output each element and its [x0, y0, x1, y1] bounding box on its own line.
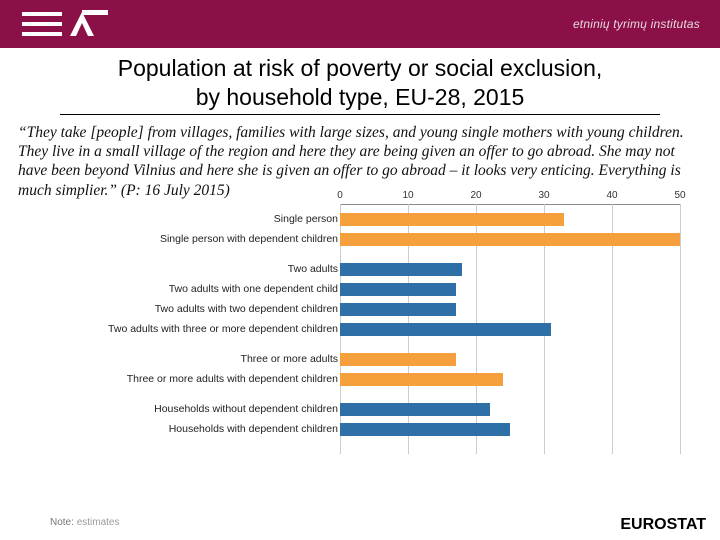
bar — [340, 283, 456, 296]
row-label: Households with dependent children — [58, 423, 338, 435]
bar — [340, 213, 564, 226]
row-label: Single person — [58, 213, 338, 225]
bar — [340, 423, 510, 436]
logo — [20, 8, 110, 40]
row-label: Households without dependent children — [58, 403, 338, 415]
bar — [340, 353, 456, 366]
note-text: estimates — [77, 517, 120, 528]
row-label: Single person with dependent children — [58, 233, 338, 245]
chart-row: Households without dependent children — [50, 400, 690, 418]
row-label: Two adults with three or more dependent … — [58, 323, 338, 335]
chart-row: Two adults — [50, 260, 690, 278]
x-tick-label: 20 — [466, 190, 486, 201]
x-tick-label: 30 — [534, 190, 554, 201]
row-label: Three or more adults — [58, 353, 338, 365]
row-label: Two adults with two dependent children — [58, 303, 338, 315]
bar-chart: 01020304050 Single personSingle person w… — [50, 204, 690, 474]
header-org-text: etninių tyrimų institutas — [573, 17, 700, 31]
chart-row: Two adults with three or more dependent … — [50, 320, 690, 338]
chart-row: Single person — [50, 210, 690, 228]
row-label: Two adults with one dependent child — [58, 283, 338, 295]
bar — [340, 303, 456, 316]
x-tick-label: 50 — [670, 190, 690, 201]
x-tick-label: 0 — [330, 190, 350, 201]
chart-row: Two adults with one dependent child — [50, 280, 690, 298]
bar — [340, 323, 551, 336]
x-axis — [340, 204, 680, 205]
row-label: Three or more adults with dependent chil… — [58, 373, 338, 385]
chart-zone: 01020304050 Single personSingle person w… — [0, 204, 720, 540]
row-label: Two adults — [58, 263, 338, 275]
slide: etninių tyrimų institutas Population at … — [0, 0, 720, 540]
title-block: Population at risk of poverty or social … — [60, 48, 660, 115]
chart-row: Households with dependent children — [50, 420, 690, 438]
x-tick-label: 10 — [398, 190, 418, 201]
chart-note: Note: estimates — [50, 517, 119, 528]
note-label: Note: — [50, 517, 74, 528]
bar — [340, 373, 503, 386]
source-label: EUROSTAT — [620, 516, 706, 534]
bar — [340, 233, 680, 246]
chart-row: Two adults with two dependent children — [50, 300, 690, 318]
chart-row: Three or more adults — [50, 350, 690, 368]
chart-row: Single person with dependent children — [50, 230, 690, 248]
x-tick-label: 40 — [602, 190, 622, 201]
bar — [340, 263, 462, 276]
bar — [340, 403, 490, 416]
title-line-1: Population at risk of poverty or social … — [100, 54, 620, 83]
header-bar: etninių tyrimų institutas — [0, 0, 720, 48]
logo-icon — [20, 8, 110, 40]
chart-row: Three or more adults with dependent chil… — [50, 370, 690, 388]
title-line-2: by household type, EU-28, 2015 — [100, 83, 620, 112]
